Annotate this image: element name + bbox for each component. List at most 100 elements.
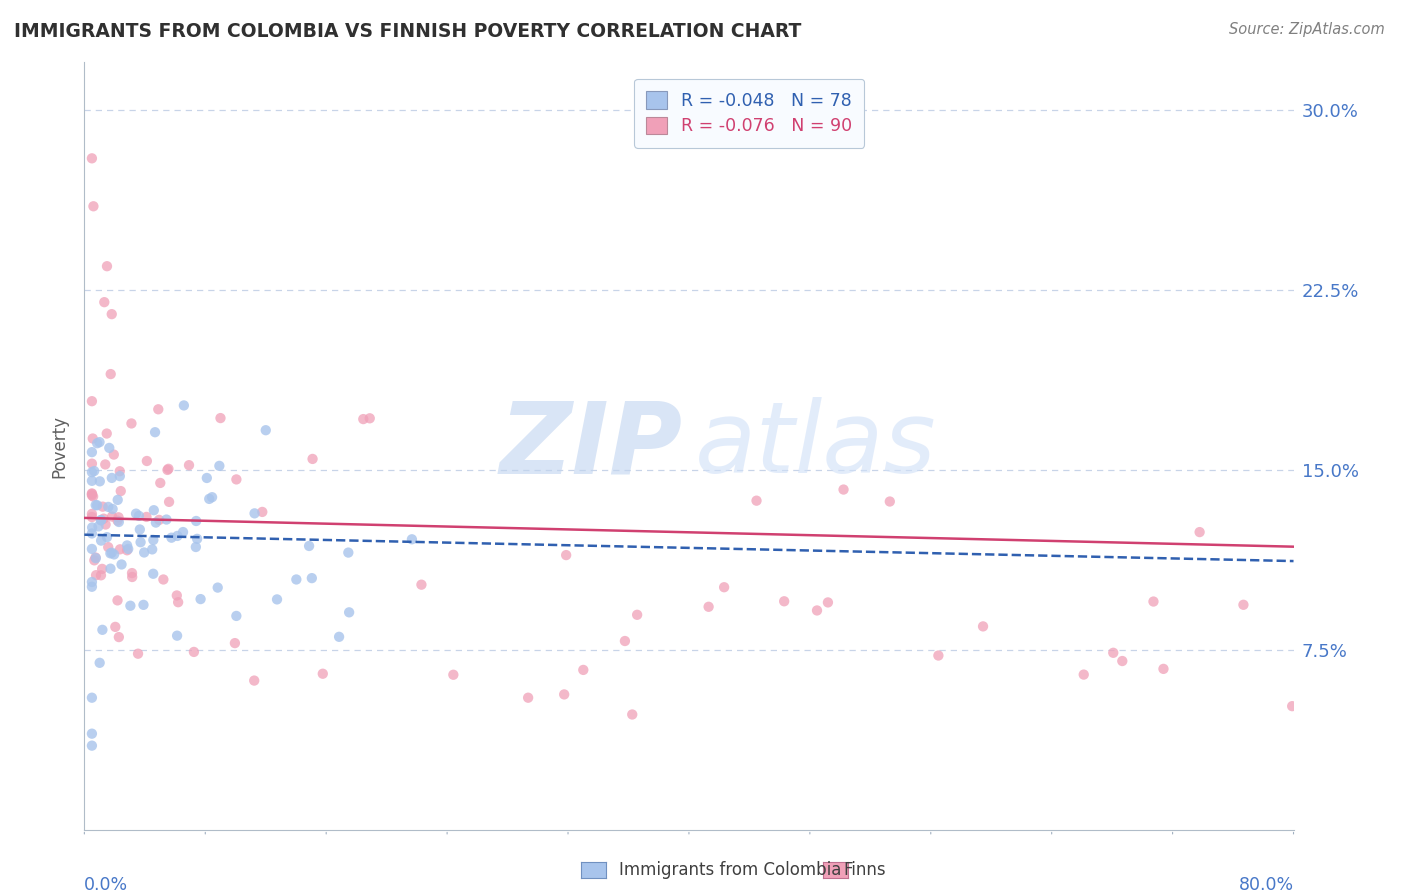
Point — [713, 580, 735, 594]
Point — [87, 519, 110, 533]
Point — [120, 599, 142, 613]
Point — [100, 546, 122, 560]
Point — [83, 553, 105, 567]
Point — [108, 464, 131, 478]
Point — [134, 545, 156, 559]
Point — [89, 475, 111, 489]
Point — [100, 546, 122, 560]
Point — [96, 426, 118, 441]
Legend: R = -0.048   N = 78, R = -0.076   N = 90: R = -0.048 N = 78, R = -0.076 N = 90 — [634, 78, 865, 147]
Point — [626, 607, 648, 622]
Point — [225, 609, 247, 624]
Point — [80, 487, 103, 501]
Point — [208, 458, 231, 473]
Point — [555, 548, 578, 562]
Point — [225, 472, 247, 486]
Point — [328, 630, 350, 644]
Point — [108, 630, 131, 644]
Point — [359, 411, 381, 425]
Point — [84, 550, 107, 565]
Point — [80, 507, 103, 521]
Text: ZIP: ZIP — [501, 398, 683, 494]
Point — [152, 573, 174, 587]
Point — [243, 673, 266, 688]
Point — [879, 494, 901, 508]
Text: atlas: atlas — [695, 398, 936, 494]
Point — [89, 435, 111, 450]
Point — [517, 690, 540, 705]
Point — [401, 533, 423, 547]
Text: 0.0%: 0.0% — [84, 876, 128, 892]
Point — [411, 577, 433, 591]
Point — [285, 573, 308, 587]
Point — [177, 458, 200, 472]
Point — [121, 566, 143, 580]
Point — [441, 667, 464, 681]
Point — [186, 532, 208, 546]
Point — [86, 436, 108, 450]
Point — [142, 533, 165, 547]
Point — [301, 451, 323, 466]
Point — [166, 589, 188, 603]
Point — [82, 490, 104, 504]
Point — [80, 474, 103, 488]
Point — [129, 535, 152, 549]
Point — [80, 726, 103, 740]
Text: Immigrants from Colombia: Immigrants from Colombia — [619, 861, 841, 879]
Point — [173, 399, 195, 413]
Point — [142, 503, 165, 517]
Point — [104, 620, 127, 634]
Point — [84, 498, 107, 512]
Point — [80, 510, 103, 524]
Point — [103, 548, 125, 562]
Point — [183, 645, 205, 659]
Point — [96, 530, 118, 544]
Point — [80, 580, 103, 594]
Point — [806, 603, 828, 617]
Point — [96, 259, 118, 273]
Point — [972, 619, 994, 633]
Point — [201, 490, 224, 504]
Point — [80, 394, 103, 409]
Point — [337, 605, 360, 619]
Point — [143, 425, 166, 440]
Point — [103, 448, 125, 462]
Point — [621, 707, 644, 722]
Point — [91, 623, 114, 637]
Point — [80, 445, 103, 459]
Point — [80, 541, 103, 556]
Point — [84, 551, 107, 566]
Point — [94, 517, 117, 532]
Text: 80.0%: 80.0% — [1239, 876, 1294, 892]
Point — [142, 566, 165, 581]
Point — [155, 512, 177, 526]
Point — [832, 483, 855, 497]
Point — [252, 505, 274, 519]
Point — [927, 648, 949, 663]
Point — [1153, 662, 1175, 676]
Point — [108, 469, 131, 483]
Point — [93, 511, 115, 525]
Point — [80, 465, 103, 479]
Point — [80, 457, 103, 471]
Point — [101, 471, 124, 485]
Point — [773, 594, 796, 608]
Point — [110, 558, 132, 572]
Point — [128, 508, 150, 523]
Point — [107, 514, 129, 528]
Point — [817, 595, 839, 609]
Point — [1102, 646, 1125, 660]
Point — [160, 531, 183, 545]
Point — [148, 402, 170, 417]
Point — [80, 486, 103, 500]
Point — [745, 493, 768, 508]
Point — [184, 540, 207, 554]
Point — [553, 688, 575, 702]
Point — [91, 562, 114, 576]
Point — [108, 542, 131, 557]
Point — [149, 475, 172, 490]
Text: Finns: Finns — [844, 861, 886, 879]
Point — [337, 545, 360, 559]
Point — [90, 533, 112, 548]
Point — [80, 690, 103, 705]
